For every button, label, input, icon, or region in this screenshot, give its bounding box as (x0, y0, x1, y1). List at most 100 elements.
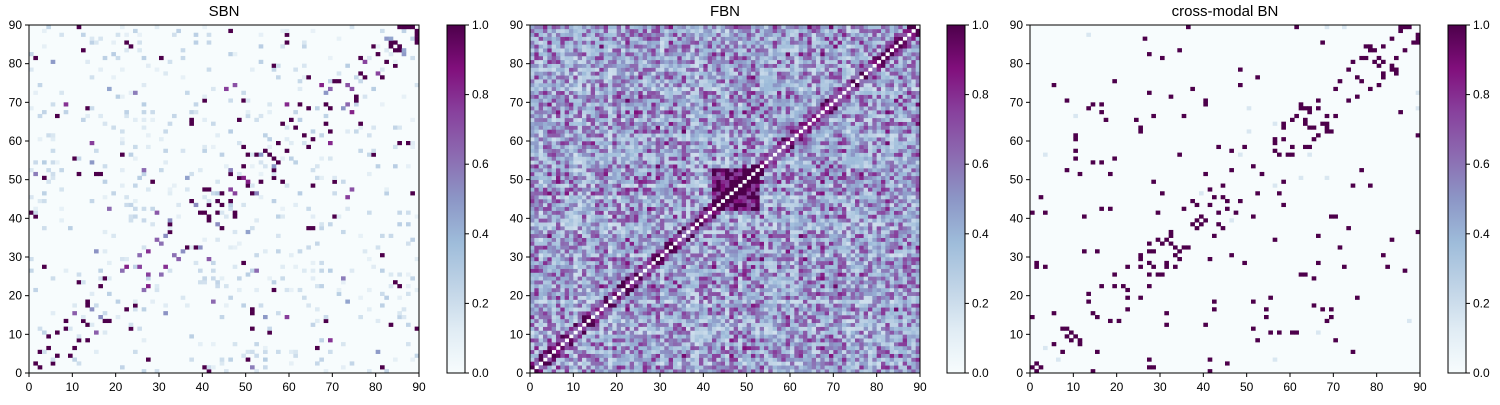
heatmap-cell (690, 315, 695, 319)
heatmap-cell (90, 141, 95, 145)
heatmap-cell (51, 160, 56, 164)
heatmap-cell (81, 319, 86, 323)
heatmap-cell (729, 288, 734, 292)
heatmap-cell (682, 334, 687, 338)
heatmap-cell (907, 253, 912, 257)
heatmap-cell (599, 338, 604, 342)
heatmap-cell (768, 269, 773, 273)
heatmap-cell (276, 64, 281, 68)
heatmap-cell (586, 311, 591, 315)
heatmap-cell (751, 265, 756, 269)
heatmap-cell (647, 230, 652, 234)
x-tick-label: 10 (66, 380, 80, 394)
heatmap-cell (133, 118, 138, 122)
heatmap-cell (228, 98, 233, 102)
heatmap-cell (276, 160, 281, 164)
heatmap-cell (599, 249, 604, 253)
heatmap-cell (816, 218, 821, 222)
heatmap-cell (547, 222, 552, 226)
heatmap-cell (664, 303, 669, 307)
heatmap-cell (107, 261, 112, 265)
heatmap-cell (846, 338, 851, 342)
heatmap-cell (864, 361, 869, 365)
heatmap-cell (833, 319, 838, 323)
heatmap-cell (547, 288, 552, 292)
heatmap-cell (560, 319, 565, 323)
heatmap-cell (903, 230, 908, 234)
heatmap-cell (911, 214, 916, 218)
heatmap-cell (803, 315, 808, 319)
heatmap-cell (565, 346, 570, 350)
heatmap-cell (855, 346, 860, 350)
heatmap-cell (816, 261, 821, 265)
heatmap-cell (903, 361, 908, 365)
heatmap-cell (656, 280, 661, 284)
heatmap-cell (738, 361, 743, 365)
heatmap-cell (220, 276, 225, 280)
heatmap-cell (578, 315, 583, 319)
heatmap-cell (868, 280, 873, 284)
heatmap-cell (682, 191, 687, 195)
heatmap-cell (146, 133, 151, 137)
heatmap-cell (530, 346, 535, 350)
heatmap-cell (708, 319, 713, 323)
heatmap-cell (406, 222, 411, 226)
heatmap-cell (595, 222, 600, 226)
heatmap-cell (686, 280, 691, 284)
heatmap-cell (699, 280, 704, 284)
heatmap-cell (669, 342, 674, 346)
heatmap-cell (599, 288, 604, 292)
heatmap-cell (846, 342, 851, 346)
heatmap-cell (651, 307, 656, 311)
heatmap-cell (721, 245, 726, 249)
heatmap-cell (747, 358, 752, 362)
heatmap-cell (560, 354, 565, 358)
heatmap-cell (530, 218, 535, 222)
heatmap-cell (643, 311, 648, 315)
heatmap-cell (764, 338, 769, 342)
heatmap-cell (120, 365, 125, 369)
heatmap-cell (643, 203, 648, 207)
heatmap-cell (604, 245, 609, 249)
heatmap-cell (634, 346, 639, 350)
heatmap-cell (578, 350, 583, 354)
heatmap-cell (547, 284, 552, 288)
heatmap-cell (276, 75, 281, 79)
heatmap-cell (742, 272, 747, 276)
heatmap-cell (94, 149, 99, 153)
heatmap-cell (621, 230, 626, 234)
heatmap-cell (586, 288, 591, 292)
heatmap-cell (885, 361, 890, 365)
heatmap-cell (586, 327, 591, 331)
heatmap-cell (664, 292, 669, 296)
heatmap-cell (42, 29, 47, 33)
heatmap-cell (712, 230, 717, 234)
heatmap-cell (578, 226, 583, 230)
heatmap-cell (586, 330, 591, 334)
heatmap-cell (894, 284, 899, 288)
heatmap-cell (582, 354, 587, 358)
heatmap-cell (703, 284, 708, 288)
heatmap-cell (311, 184, 316, 188)
heatmap-cell (721, 191, 726, 195)
heatmap-cell (768, 195, 773, 199)
heatmap-cell (228, 168, 233, 172)
heatmap-cell (881, 261, 886, 265)
heatmap-cell (660, 342, 665, 346)
heatmap-cell (734, 203, 739, 207)
heatmap-cell (846, 272, 851, 276)
heatmap-cell (864, 242, 869, 246)
heatmap-cell (155, 288, 160, 292)
heatmap-cell (729, 257, 734, 261)
heatmap-cell (682, 300, 687, 304)
heatmap-cell (816, 300, 821, 304)
heatmap-cell (651, 280, 656, 284)
heatmap-cell (638, 253, 643, 257)
heatmap-cell (98, 315, 103, 319)
heatmap-cell (578, 230, 583, 234)
heatmap-cell (573, 315, 578, 319)
heatmap-cell (604, 203, 609, 207)
heatmap-cell (630, 226, 635, 230)
heatmap-cell (708, 307, 713, 311)
heatmap-cell (898, 300, 903, 304)
